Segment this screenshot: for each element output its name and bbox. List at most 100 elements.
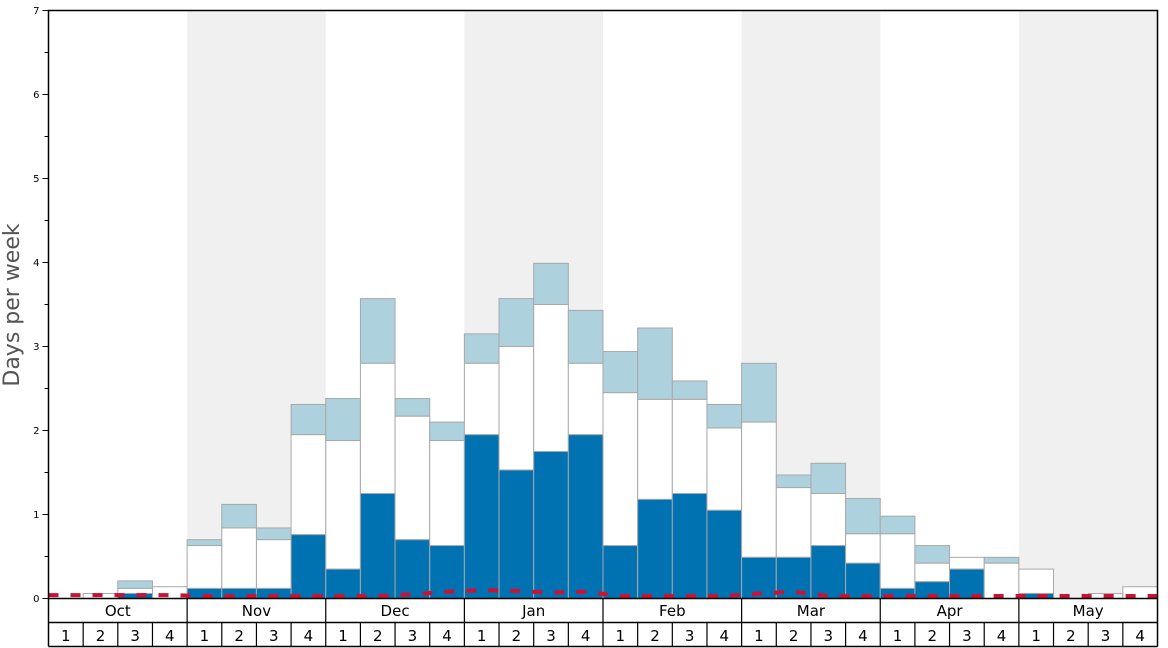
y-tick-label: 3	[33, 342, 39, 353]
bar-middle	[775, 487, 812, 558]
bar-middle	[221, 527, 257, 589]
bar-20	[706, 403, 743, 599]
bar-lower	[463, 434, 500, 600]
week-label: 2	[1066, 627, 1076, 645]
week-label: 1	[200, 627, 210, 645]
bar-24	[845, 498, 881, 599]
bar-upper	[325, 398, 361, 442]
bar-lower	[706, 509, 743, 599]
week-label: 2	[789, 627, 799, 645]
bar-lower	[810, 545, 847, 600]
week-label: 2	[373, 627, 383, 645]
x-axis: Oct 1 2 3 4 Nov 1 2 3 4 Dec 1 2 3 4 Jan 1 2 3 4 Feb 1 2 3 4 Mar 1 2…	[47, 598, 1159, 648]
bar-26	[914, 545, 951, 600]
week-label: 2	[96, 627, 106, 645]
month-label: Nov	[242, 602, 271, 620]
bar-lower	[498, 469, 535, 600]
week-label: 4	[581, 627, 591, 645]
week-label: 3	[130, 627, 140, 645]
week-label: 2	[234, 627, 244, 645]
bar-middle	[949, 556, 985, 570]
dashed-line	[48, 588, 1158, 598]
week-label: 3	[546, 627, 556, 645]
bar-lower	[429, 545, 465, 600]
bar-upper	[359, 298, 396, 364]
bar-12	[429, 421, 465, 600]
y-axis-label: Days per week	[0, 223, 25, 386]
bar-middle	[117, 587, 153, 594]
week-label: 4	[858, 627, 868, 645]
bar-22	[775, 474, 812, 600]
bar-upper	[567, 309, 604, 364]
bar-lower	[567, 434, 604, 600]
bar-middle	[741, 421, 777, 558]
bar-lower	[394, 539, 431, 600]
y-tick-label: 7	[33, 6, 39, 17]
month-label: Feb	[659, 602, 686, 620]
bar-upper	[221, 503, 257, 529]
month-label: Dec	[381, 602, 410, 620]
bar-middle	[394, 415, 431, 541]
bar-lower	[741, 556, 777, 600]
week-label: 3	[408, 627, 418, 645]
week-label: 1	[754, 627, 764, 645]
bar-upper	[706, 403, 743, 429]
week-label: 3	[1101, 627, 1111, 645]
bar-upper	[186, 539, 223, 547]
bars	[82, 262, 1158, 600]
week-label: 2	[927, 627, 937, 645]
month-label: Mar	[797, 602, 826, 620]
bar-middle	[533, 304, 569, 452]
week-label: 1	[893, 627, 903, 645]
bar-23	[810, 462, 847, 600]
week-label: 4	[997, 627, 1007, 645]
week-label: 3	[823, 627, 833, 645]
bar-upper	[602, 351, 639, 394]
bar-upper	[290, 403, 327, 436]
bar-upper	[810, 462, 847, 495]
bar-middle	[637, 398, 673, 500]
bar-upper	[533, 262, 569, 305]
bar-upper	[845, 498, 881, 535]
bar-middle	[186, 545, 223, 589]
bar-10	[359, 298, 396, 599]
bar-upper	[775, 474, 812, 489]
bar-14	[498, 298, 535, 600]
bar-middle	[1018, 568, 1055, 594]
y-tick-label: 6	[33, 90, 39, 101]
week-label: 1	[61, 627, 71, 645]
bar-9	[325, 398, 361, 599]
week-label: 1	[616, 627, 626, 645]
bar-middle	[567, 362, 604, 436]
bar-middle	[671, 398, 708, 495]
bar-lower	[949, 568, 985, 599]
week-label: 4	[165, 627, 175, 645]
bar-21	[741, 362, 777, 600]
bar-middle	[845, 533, 881, 564]
y-tick-label: 4	[33, 258, 39, 269]
bar-upper	[671, 380, 708, 400]
bar-middle	[706, 427, 743, 511]
month-band-may	[1018, 10, 1158, 599]
bar-middle	[255, 539, 292, 589]
bar-middle	[325, 440, 361, 570]
bar-upper	[117, 580, 153, 589]
bar-middle	[290, 434, 327, 536]
bar-upper	[463, 333, 500, 364]
bar-middle	[810, 493, 847, 547]
bar-upper	[429, 421, 465, 442]
bar-lower	[325, 568, 361, 599]
bar-upper	[983, 556, 1020, 564]
bar-13	[463, 333, 500, 600]
month-label: Apr	[937, 602, 964, 620]
bar-17	[602, 351, 639, 600]
week-label: 3	[962, 627, 972, 645]
y-tick-label: 0	[33, 594, 39, 605]
bar-7	[255, 527, 292, 599]
month-label: Jan	[521, 602, 545, 620]
bar-5	[186, 539, 223, 599]
bar-lower	[671, 493, 708, 599]
bar-29	[1018, 568, 1055, 600]
bar-middle	[879, 533, 916, 589]
